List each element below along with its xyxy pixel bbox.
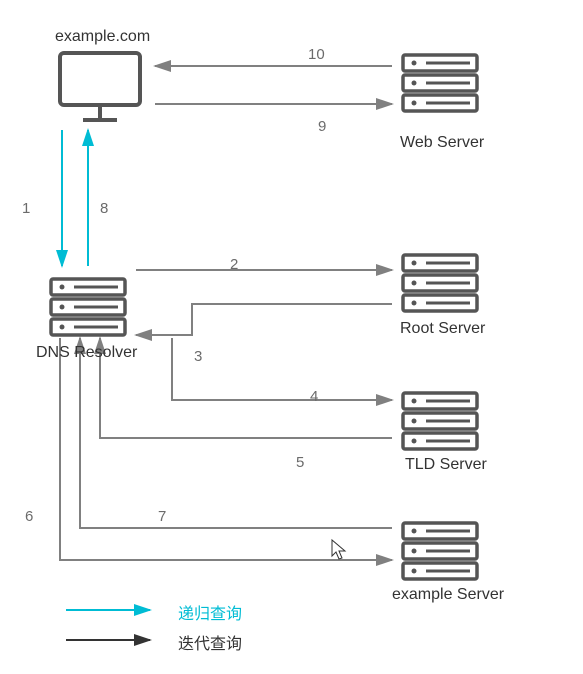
step-label-10: 10 [308, 46, 325, 63]
edge-5 [100, 338, 392, 438]
example-server-icon [400, 520, 480, 587]
step-label-5: 5 [296, 454, 304, 471]
legend-iterative-label: 迭代查询 [178, 630, 242, 654]
root-server-label: Root Server [400, 320, 485, 338]
legend-recursive-label: 递归查询 [178, 600, 242, 624]
tld-server-label: TLD Server [405, 456, 487, 474]
web-server-icon [400, 52, 480, 119]
client-computer-icon [55, 48, 145, 133]
step-label-7: 7 [158, 508, 166, 525]
edge-3 [136, 304, 392, 335]
dns-resolver-icon [48, 276, 128, 343]
edge-7 [80, 338, 392, 528]
step-label-4: 4 [310, 388, 318, 405]
edge-6 [60, 338, 392, 560]
cursor-icon [332, 540, 345, 559]
step-label-3: 3 [194, 348, 202, 365]
step-label-1: 1 [22, 200, 30, 217]
dns-resolver-label: DNS Resolver [36, 344, 137, 362]
example-server-label: example Server [392, 586, 504, 604]
step-label-2: 2 [230, 256, 238, 273]
dns-resolution-diagram: example.com Web Server DNS Resolver Root… [0, 0, 583, 674]
web-server-label: Web Server [400, 134, 484, 152]
step-label-9: 9 [318, 118, 326, 135]
client-label: example.com [55, 28, 150, 46]
tld-server-icon [400, 390, 480, 457]
edge-4 [172, 338, 392, 400]
step-label-6: 6 [25, 508, 33, 525]
step-label-8: 8 [100, 200, 108, 217]
root-server-icon [400, 252, 480, 319]
